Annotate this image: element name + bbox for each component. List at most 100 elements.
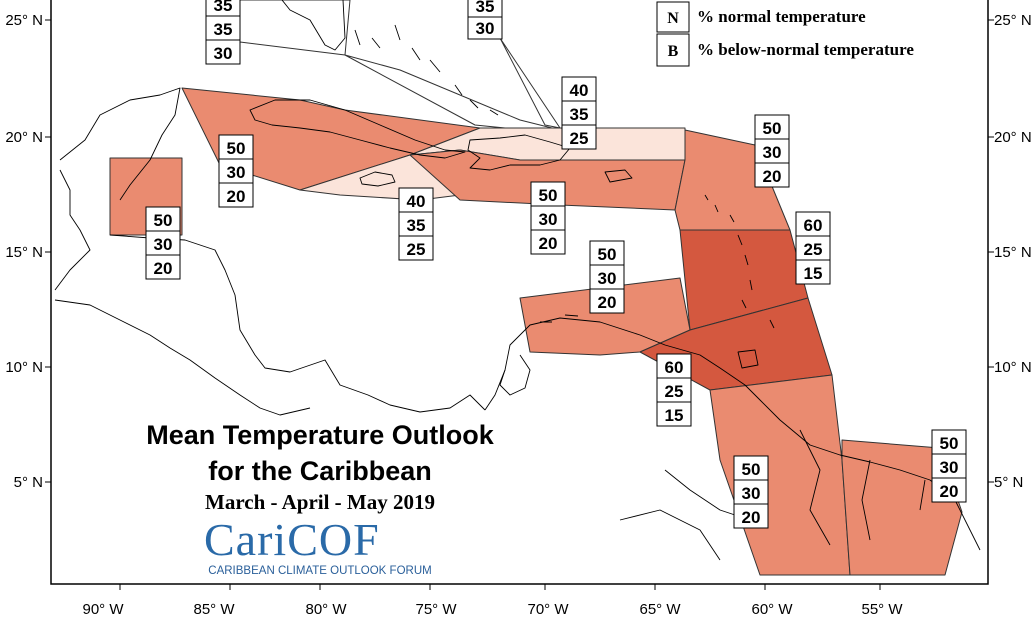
prob-box: 50 30 20: [530, 181, 566, 255]
prob-value: 35: [407, 216, 426, 235]
prob-value: 35: [214, 20, 233, 39]
prob-value: 20: [742, 508, 761, 527]
logo-name: CariCOF: [204, 514, 380, 565]
caricof-logo: CariCOF CARIBBEAN CLIMATE OUTLOOK FORUM: [200, 514, 440, 582]
prob-value: 30: [154, 235, 173, 254]
prob-value: 30: [214, 44, 233, 63]
legend: N % normal temperature B % below-normal …: [656, 1, 914, 67]
prob-value: 60: [665, 358, 684, 377]
forecast-zones: [109, 0, 963, 576]
map-title: Mean Temperature Outlook for the Caribbe…: [110, 417, 530, 489]
lat-tick-label: 15° N: [5, 244, 43, 261]
prob-box: 50 30 20: [218, 134, 254, 208]
lat-tick-label: 10° N: [994, 359, 1032, 376]
prob-value: 20: [598, 293, 617, 312]
coast-bahamas: [354, 24, 499, 116]
lat-tick-label: 15° N: [994, 244, 1032, 261]
prob-box: 40 35 25: [398, 187, 434, 261]
map-title-line2: for the Caribbean: [208, 456, 432, 486]
prob-box: 35 30: [467, 0, 503, 40]
coast-mexico-west: [54, 169, 91, 291]
legend-label: % normal temperature: [697, 7, 866, 26]
prob-value: 35: [570, 105, 589, 124]
logo-tagline: CARIBBEAN CLIMATE OUTLOOK FORUM: [208, 565, 432, 577]
coast-yucatan: [59, 87, 181, 201]
prob-value: 30: [476, 19, 495, 38]
prob-value: 20: [940, 482, 959, 501]
prob-value: 15: [804, 264, 823, 283]
coast-jamaica: [359, 171, 396, 187]
coast-south-america: [484, 317, 981, 551]
prob-value: 20: [539, 234, 558, 253]
prob-value: 50: [763, 119, 782, 138]
lat-tick-label: 20° N: [5, 129, 43, 146]
lon-tick-label: 90° W: [82, 601, 124, 618]
legend-key-box: [656, 33, 690, 67]
lon-tick-label: 85° W: [193, 601, 235, 618]
prob-value: 35: [214, 0, 233, 15]
prob-value: 25: [407, 240, 426, 259]
probability-boxes: 35 35 30 35 30 50 30 20 50 30: [145, 0, 967, 529]
coast-trinidad: [737, 349, 759, 369]
lon-tick-label: 60° W: [751, 601, 793, 618]
prob-box: 50 30 20: [754, 114, 790, 188]
prob-box: 60 25 15: [795, 211, 831, 285]
prob-value: 30: [598, 269, 617, 288]
lat-tick-label: 25° N: [5, 12, 43, 29]
prob-value: 25: [804, 240, 823, 259]
prob-value: 50: [742, 460, 761, 479]
prob-value: 25: [665, 382, 684, 401]
prob-value: 30: [227, 163, 246, 182]
lat-tick-label: 10° N: [5, 359, 43, 376]
prob-value: 50: [539, 186, 558, 205]
prob-value: 50: [154, 211, 173, 230]
legend-key: N: [667, 10, 679, 27]
prob-value: 30: [742, 484, 761, 503]
coast-hispaniola: [467, 134, 571, 171]
lat-tick-label: 20° N: [994, 129, 1032, 146]
prob-value: 20: [763, 167, 782, 186]
coast-central-america-north: [109, 234, 486, 413]
coast-central-america-pacific: [54, 299, 311, 416]
lon-tick-label: 75° W: [415, 601, 457, 618]
coast-lesser-antilles: [704, 194, 775, 329]
prob-value: 25: [570, 129, 589, 148]
prob-value: 30: [763, 143, 782, 162]
prob-box: 40 35 25: [561, 76, 597, 150]
prob-box: 35 35 30: [205, 0, 241, 65]
prob-value: 50: [227, 139, 246, 158]
prob-value: 30: [940, 458, 959, 477]
prob-value: 35: [476, 0, 495, 16]
lon-tick-labels: 90° W 85° W 80° W 75° W 70° W 65° W 60° …: [82, 601, 903, 618]
prob-box: 60 25 15: [656, 353, 692, 427]
prob-value: 20: [154, 259, 173, 278]
legend-label: % below-normal temperature: [697, 40, 914, 59]
lon-tick-label: 65° W: [639, 601, 681, 618]
coast-cuba: [249, 99, 466, 159]
map-title-line1: Mean Temperature Outlook: [146, 420, 494, 450]
prob-value: 50: [940, 434, 959, 453]
coast-puerto-rico: [604, 169, 633, 183]
prob-value: 30: [539, 210, 558, 229]
prob-value: 15: [665, 406, 684, 425]
prob-value: 40: [407, 192, 426, 211]
lat-tick-label: 5° N: [14, 474, 43, 491]
coast-florida: [281, 0, 346, 51]
prob-box: 50 30 20: [733, 455, 769, 529]
prob-box: 50 30 20: [145, 206, 181, 280]
lat-tick-labels-right: 25° N 20° N 15° N 10° N 5° N: [994, 12, 1032, 491]
lat-tick-label: 25° N: [994, 12, 1032, 29]
prob-value: 20: [227, 187, 246, 206]
prob-box: 50 30 20: [931, 429, 967, 503]
lon-tick-label: 55° W: [861, 601, 903, 618]
lat-tick-labels-left: 25° N 20° N 15° N 10° N 5° N: [5, 12, 43, 491]
coast-maracaibo: [499, 354, 531, 396]
zone-bahamas-east-outline: [499, 37, 561, 129]
prob-value: 50: [598, 245, 617, 264]
coastlines: [54, 0, 981, 561]
legend-key: B: [668, 43, 679, 60]
prob-value: 60: [804, 216, 823, 235]
tick-marks: [45, 19, 994, 590]
lat-tick-label: 5° N: [994, 474, 1023, 491]
